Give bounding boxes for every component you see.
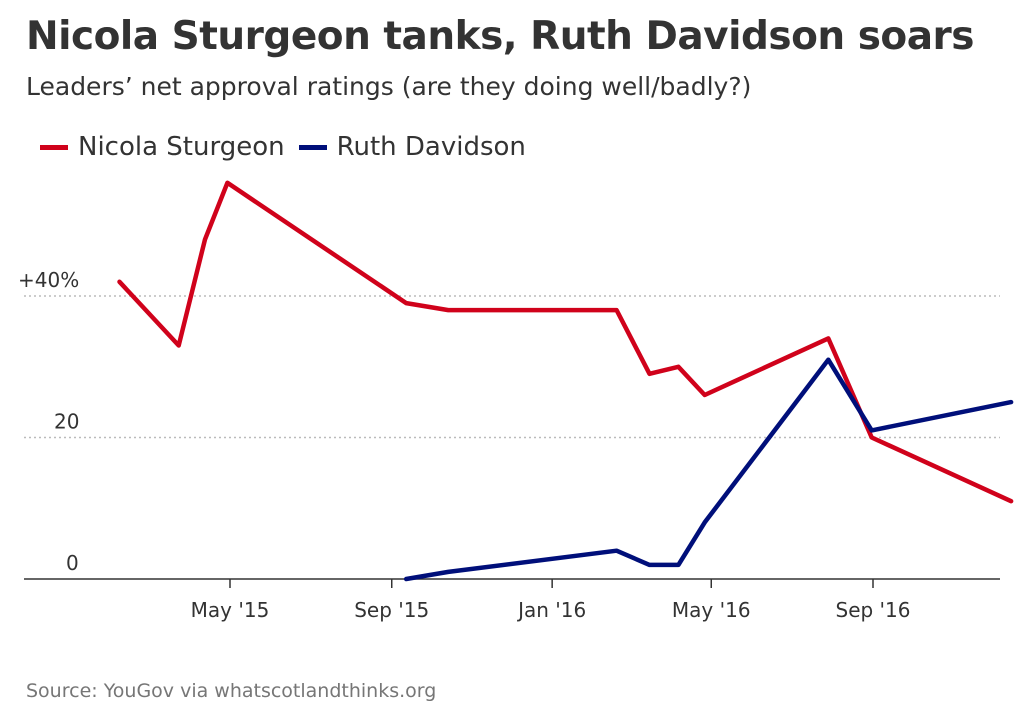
- chart-subtitle: Leaders’ net approval ratings (are they …: [26, 72, 752, 101]
- legend-label-davidson: Ruth Davidson: [336, 132, 526, 162]
- chart-legend: Nicola Sturgeon Ruth Davidson: [40, 132, 540, 162]
- y-tick-label-2: +40%: [18, 268, 79, 292]
- y-tick-label-1: 20: [54, 410, 79, 434]
- legend-label-sturgeon: Nicola Sturgeon: [78, 132, 285, 162]
- legend-item-sturgeon: Nicola Sturgeon: [40, 132, 285, 162]
- x-tick-label-1: Sep '15: [354, 598, 429, 622]
- x-tick-label-4: Sep '16: [836, 598, 911, 622]
- y-tick-label-0: 0: [66, 551, 79, 575]
- legend-swatch-sturgeon: [40, 144, 68, 150]
- legend-swatch-davidson: [298, 144, 327, 150]
- legend-item-davidson: Ruth Davidson: [298, 132, 526, 162]
- series-line-sturgeon: [117, 180, 1014, 504]
- x-tick-label-3: May '16: [672, 598, 751, 622]
- chart-source: Source: YouGov via whatscotlandthinks.or…: [26, 680, 437, 702]
- x-tick-label-0: May '15: [191, 598, 270, 622]
- x-tick-label-2: Jan '16: [516, 598, 586, 622]
- chart-title: Nicola Sturgeon tanks, Ruth Davidson soa…: [26, 14, 974, 59]
